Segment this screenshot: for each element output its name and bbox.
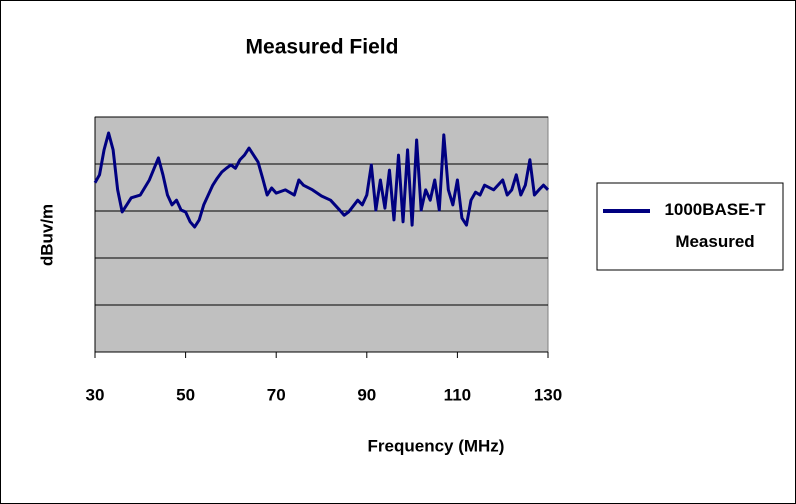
x-tick-label: 90	[357, 385, 376, 404]
x-tick-label: 110	[444, 385, 471, 404]
x-tick-label: 30	[86, 385, 105, 404]
y-axis-label: dBuv/m	[37, 204, 56, 266]
legend-box	[596, 182, 784, 271]
x-tick-label: 130	[534, 385, 562, 404]
plot-area	[94, 116, 549, 353]
chart-title: Measured Field	[246, 36, 399, 59]
x-tick-label: 50	[176, 385, 195, 404]
x-axis-label: Frequency (MHz)	[368, 436, 505, 455]
legend-label: 1000BASE-T Measured	[664, 200, 766, 251]
x-tick-label: 70	[267, 385, 286, 404]
data-line	[93, 131, 550, 229]
